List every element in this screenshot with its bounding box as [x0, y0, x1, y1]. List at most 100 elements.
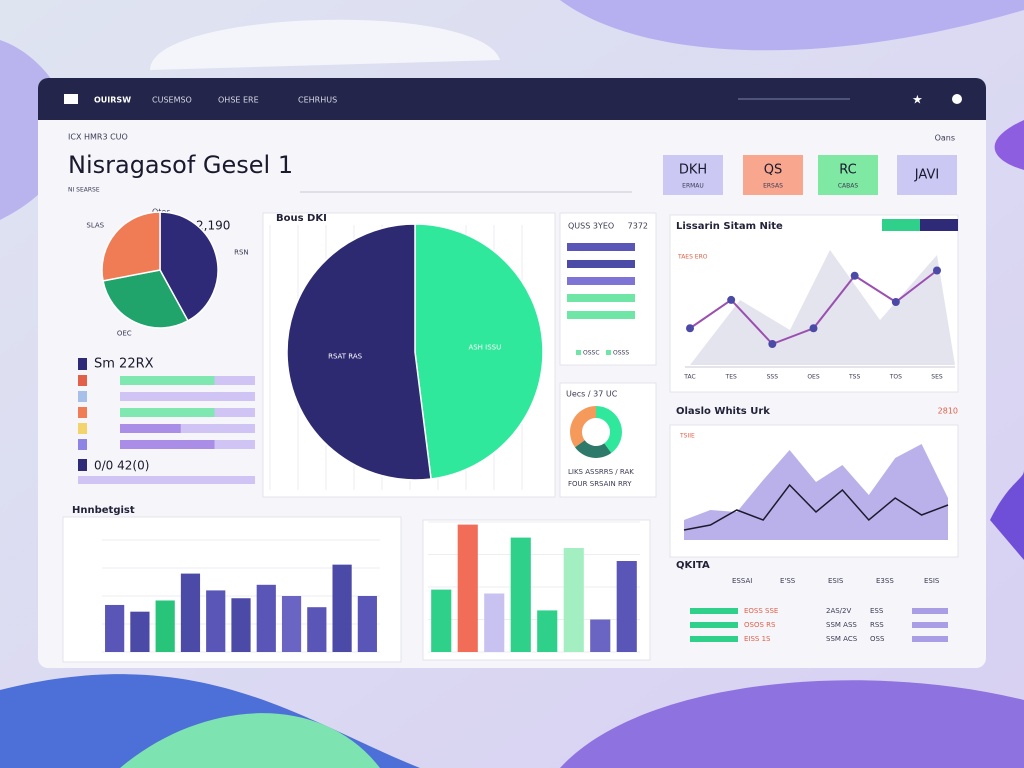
donut-segment [570, 406, 596, 448]
bar [563, 548, 584, 652]
table-cell: SSM ASS [826, 621, 857, 629]
x-tick-label: TES [725, 374, 737, 381]
content: DKHERMAUQSERSASRCCABASJAVIOtes2,190RSNOE… [62, 155, 959, 663]
pie-total: 2,190 [196, 219, 230, 233]
pie-slice [159, 211, 219, 322]
bar [105, 604, 125, 652]
bar [307, 607, 327, 652]
button-label: DKH [679, 163, 707, 178]
point [891, 298, 900, 306]
button[interactable] [818, 155, 878, 195]
legend-swatch [576, 350, 581, 355]
bar [180, 573, 201, 652]
avatar[interactable] [952, 94, 962, 104]
column-header: E3SS [876, 577, 894, 585]
row-bar [690, 608, 738, 614]
x-tick-label: TSS [848, 374, 860, 381]
panel-title: Lissarin Sitam Nite [676, 221, 783, 232]
track [120, 392, 255, 401]
bar [281, 596, 302, 652]
button-label: JAVI [914, 168, 939, 183]
column-header: ESIS [828, 577, 844, 585]
progress-bar [120, 376, 215, 385]
blob [560, 0, 1024, 51]
x-tick-label: OES [807, 374, 820, 381]
axis-label: TSIIE [679, 433, 695, 440]
axis-label: TAES ERO [677, 254, 708, 261]
icon-star[interactable]: ★ [912, 93, 923, 107]
row-icon [78, 375, 87, 386]
bar [590, 619, 611, 652]
row-icon [78, 423, 87, 434]
legend-bar [920, 219, 958, 231]
button-label: RC [839, 163, 856, 178]
brand: OUIRSW [94, 96, 131, 105]
nav-item[interactable]: CUSEMSO [152, 96, 192, 105]
row-icon [78, 407, 87, 418]
caption: FOUR SRSAIN RRY [568, 480, 632, 488]
bar [567, 243, 635, 251]
blob [150, 19, 500, 70]
badge: 2810 [938, 407, 958, 416]
table-cell: RSS [870, 621, 884, 629]
bar [256, 584, 276, 652]
bar [567, 277, 635, 285]
bar [130, 611, 150, 652]
slice-label: SLAS [86, 221, 104, 229]
panel-note: 7372 [628, 222, 648, 231]
track [120, 424, 255, 433]
legend-label: OSSC [583, 350, 600, 357]
button-sub: ERSAS [763, 183, 783, 190]
blob [994, 120, 1024, 170]
row-bar [912, 636, 948, 642]
icon [78, 459, 87, 471]
button[interactable] [897, 155, 957, 195]
section-title: 0/0 42(0) [94, 459, 149, 473]
point [686, 324, 694, 333]
blob [120, 713, 380, 768]
bar [357, 596, 377, 652]
blob [560, 680, 1024, 768]
point [727, 295, 736, 304]
x-tick-label: TAC [683, 374, 695, 381]
bar [567, 294, 635, 302]
row-bar [690, 622, 738, 628]
blob [990, 470, 1024, 560]
area [684, 444, 948, 540]
panel [559, 212, 657, 366]
line [683, 483, 949, 531]
eyebrow: ICX HMR3 CUO [68, 133, 128, 142]
button-sub: ERMAU [682, 183, 704, 190]
panel-title: Olaslo Whits Urk [676, 406, 770, 417]
point [809, 324, 818, 333]
column-header: E'SS [780, 577, 796, 585]
row-icon [78, 439, 87, 450]
panel-title: Uecs / 37 UC [566, 390, 618, 399]
column-header: ESSAI [732, 577, 752, 585]
pie-slice [286, 223, 432, 481]
slice-label: RSN [234, 249, 249, 257]
bar [484, 593, 505, 652]
bar [567, 311, 635, 319]
bar [567, 260, 635, 268]
caption: LIKS ASSRRS / RAK [568, 468, 634, 476]
action[interactable]: Oans [935, 134, 955, 143]
bar [332, 564, 352, 652]
bar [231, 598, 251, 652]
nav-item[interactable]: CEHRHUS [298, 96, 337, 105]
track [78, 476, 255, 484]
section-title: Hnnbetgist [72, 505, 135, 516]
bar [537, 610, 558, 652]
section-title: Sm 22RX [94, 357, 154, 372]
panel-title: QUSS 3YEO [568, 222, 614, 231]
table-cell: ESS [870, 607, 884, 615]
icon [78, 358, 87, 370]
bar [510, 537, 531, 652]
legend-label: OSSS [613, 350, 629, 357]
button[interactable] [743, 155, 803, 195]
page-title: Nisragasof Gesel 1 [68, 151, 293, 179]
button[interactable] [663, 155, 723, 195]
logo [64, 94, 78, 104]
nav-item[interactable]: OHSE ERE [218, 96, 259, 105]
